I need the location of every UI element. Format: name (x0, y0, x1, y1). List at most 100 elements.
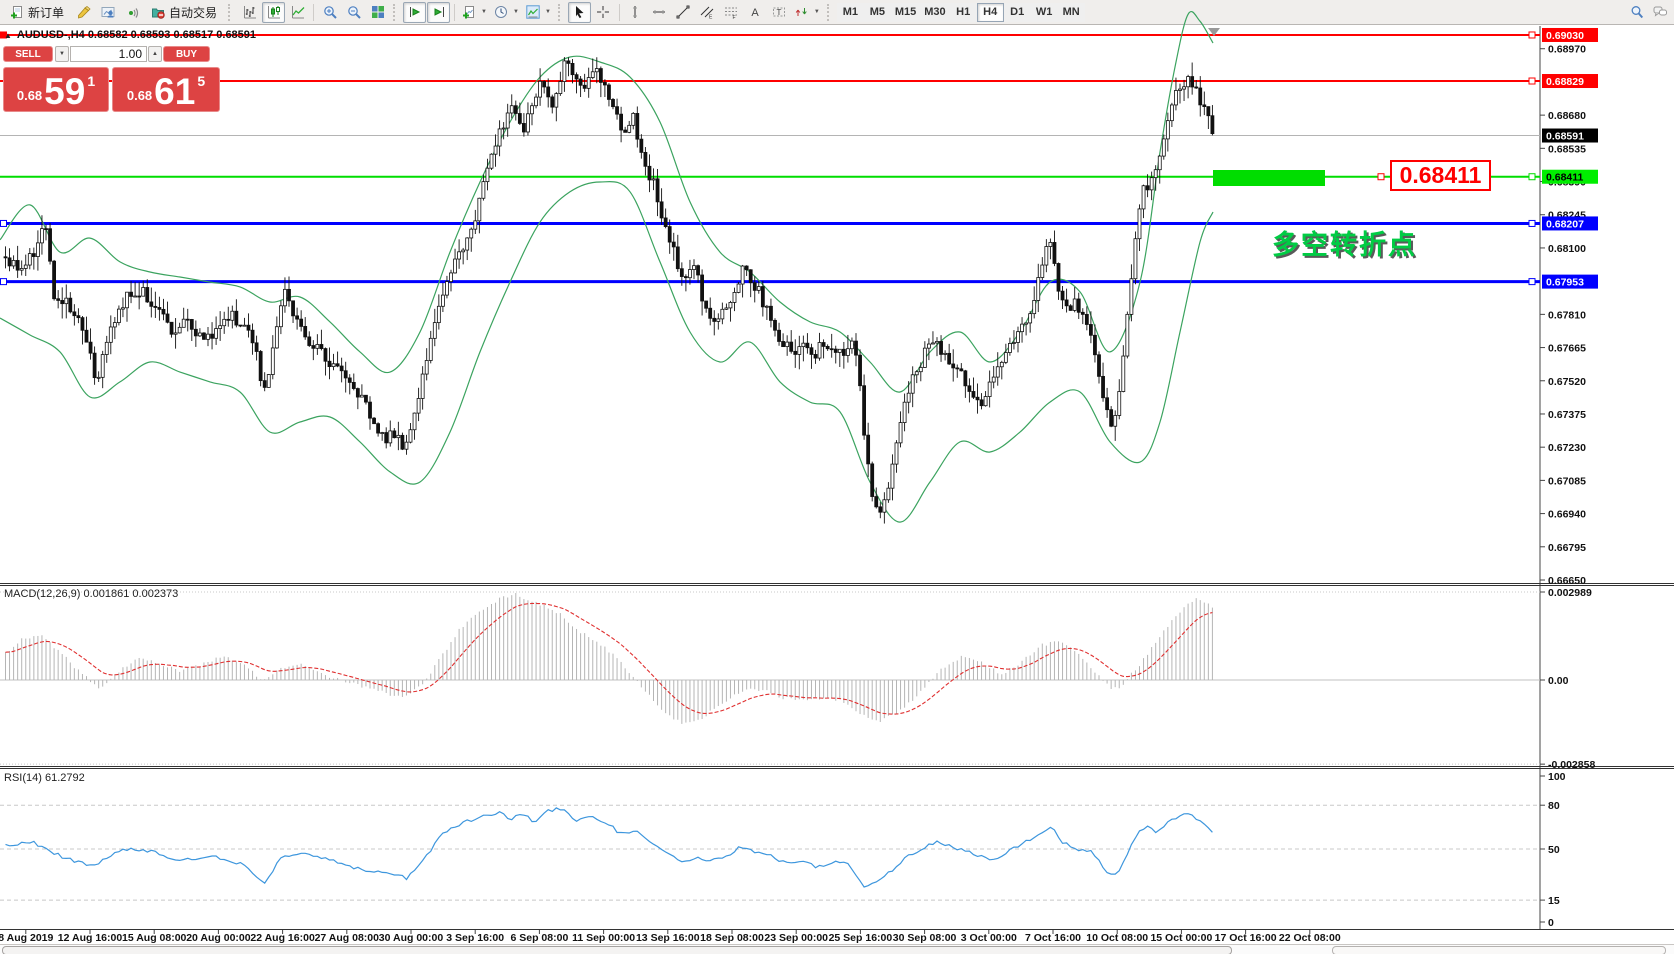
text-label-icon: T (773, 7, 786, 17)
bar-chart-button[interactable] (238, 2, 261, 23)
timeframe-d1[interactable]: D1 (1003, 2, 1031, 22)
scrollbar-thumb[interactable] (2, 946, 1232, 954)
toolbar-separator (454, 3, 456, 21)
svg-text:6 Sep 08:00: 6 Sep 08:00 (511, 932, 569, 944)
svg-text:0.67810: 0.67810 (1548, 309, 1586, 321)
timeframe-w1[interactable]: W1 (1030, 2, 1058, 22)
svg-text:0.68411: 0.68411 (1546, 172, 1584, 184)
auto-scroll-button[interactable] (403, 1, 427, 23)
chat-button[interactable] (1648, 2, 1671, 23)
timeframe-mn[interactable]: MN (1057, 2, 1085, 22)
horizontal-scrollbar[interactable] (0, 944, 1674, 954)
timeframe-h4[interactable]: H4 (976, 2, 1004, 22)
text-label-button[interactable]: T (768, 2, 791, 23)
svg-text:18 Sep 08:00: 18 Sep 08:00 (700, 932, 764, 944)
macd-signal-line (5, 602, 1213, 715)
svg-text:100: 100 (1548, 771, 1566, 783)
bollinger-bands (0, 10, 1214, 523)
trendline-button[interactable] (672, 2, 695, 23)
shift-marker[interactable] (1208, 28, 1220, 36)
chevron-down-icon: ▼ (813, 9, 820, 15)
turning-point-annotation[interactable]: 多空转折点 (1272, 230, 1417, 260)
timeframe-m30[interactable]: M30 (920, 2, 950, 22)
toolbar-grip (826, 3, 832, 21)
line-chart-icon (291, 6, 304, 19)
buy-button[interactable]: BUY (163, 46, 210, 62)
signals-button[interactable] (120, 2, 143, 23)
price-annotation-box[interactable]: 0.68411 (1390, 160, 1491, 191)
toolbar-separator (313, 3, 315, 21)
svg-text:22 Aug 16:00: 22 Aug 16:00 (250, 932, 315, 944)
cursor-button[interactable] (567, 1, 591, 23)
svg-text:23 Sep 00:00: 23 Sep 00:00 (764, 932, 828, 944)
autotrade-label: 自动交易 (169, 5, 218, 20)
autotrade-button[interactable]: 自动交易 (144, 2, 224, 23)
market-watch-icon (101, 7, 115, 18)
crayon-button[interactable] (72, 2, 95, 23)
chat-icon (1653, 6, 1667, 17)
timeframe-m15[interactable]: M15 (890, 2, 921, 22)
timeframe-m5[interactable]: M5 (863, 2, 891, 22)
autotrade-icon (152, 8, 165, 19)
volume-decrease-button[interactable]: ▼ (55, 46, 69, 62)
equidistant-channel-button[interactable]: E (696, 2, 719, 23)
chevron-down-icon: ▼ (481, 9, 487, 15)
svg-text:30 Aug 00:00: 30 Aug 00:00 (379, 932, 444, 944)
horizontal-line-button[interactable] (648, 2, 671, 23)
tile-windows-button[interactable] (366, 2, 389, 23)
vertical-line-button[interactable] (624, 2, 647, 23)
crosshair-button[interactable] (592, 2, 615, 23)
chart-shift-button[interactable] (427, 1, 451, 23)
scrollbar-segment (1332, 946, 1666, 954)
timeframe-h1[interactable]: H1 (949, 2, 977, 22)
sell-price-prefix: 0.68 (16, 88, 43, 103)
periods-button[interactable]: ▼ (491, 2, 522, 23)
new-order-button[interactable]: 新订单 (3, 2, 71, 23)
chart-shift-icon (434, 7, 444, 17)
svg-text:80: 80 (1548, 800, 1560, 812)
new-order-icon (11, 6, 22, 19)
crayon-icon (77, 5, 91, 19)
svg-text:0.68535: 0.68535 (1548, 143, 1586, 155)
horizontal-lines[interactable] (0, 31, 1540, 286)
sell-price-big: 59 (44, 70, 86, 112)
svg-text:0.67665: 0.67665 (1548, 343, 1586, 355)
market-watch-button[interactable] (96, 2, 119, 23)
rsi-line (5, 807, 1213, 888)
timeframe-m1[interactable]: M1 (836, 2, 864, 22)
chart-window-icon: ▲ (4, 30, 12, 40)
sell-price-sup: 1 (87, 73, 96, 89)
svg-text:27 Aug 08:00: 27 Aug 08:00 (315, 932, 380, 944)
sell-button[interactable]: SELL (3, 46, 53, 62)
arrows-button[interactable]: ▼ (792, 2, 823, 23)
zoom-out-icon (347, 6, 361, 19)
main-toolbar: 新订单 自动交易 (0, 0, 1674, 25)
chevron-down-icon: ▼ (544, 9, 551, 15)
buy-price-display[interactable]: 0.68 61 5 (112, 67, 220, 112)
timeframe-toolbar: M1 M5 M15 M30 H1 H4 D1 W1 MN (836, 2, 1085, 22)
svg-text:8 Aug 2019: 8 Aug 2019 (0, 932, 53, 944)
zoom-in-button[interactable] (318, 2, 341, 23)
zoom-out-button[interactable] (342, 2, 365, 23)
fibonacci-button[interactable]: F (720, 2, 743, 23)
equidistant-channel-icon: E (701, 6, 714, 19)
auto-scroll-icon (409, 7, 420, 17)
volume-increase-button[interactable]: ▲ (148, 46, 162, 62)
new-chart-icon (463, 6, 475, 19)
new-chart-button[interactable]: ▼ (459, 2, 490, 23)
sell-price-display[interactable]: 0.68 59 1 (3, 67, 109, 112)
svg-text:-0.002858: -0.002858 (1548, 759, 1595, 771)
text-button[interactable]: A (744, 2, 767, 23)
volume-input[interactable] (70, 46, 147, 62)
line-chart-button[interactable] (286, 2, 309, 23)
svg-text:22 Oct 08:00: 22 Oct 08:00 (1279, 932, 1341, 944)
svg-text:0.68970: 0.68970 (1548, 44, 1586, 56)
indicators-button[interactable]: ▼ (523, 2, 554, 23)
green-highlight-rect[interactable] (1213, 170, 1325, 186)
svg-text:A: A (752, 7, 760, 19)
candlestick-chart-button[interactable] (262, 1, 286, 23)
search-button[interactable] (1625, 2, 1648, 23)
rsi-indicator-label: RSI(14) 61.2792 (4, 772, 85, 784)
